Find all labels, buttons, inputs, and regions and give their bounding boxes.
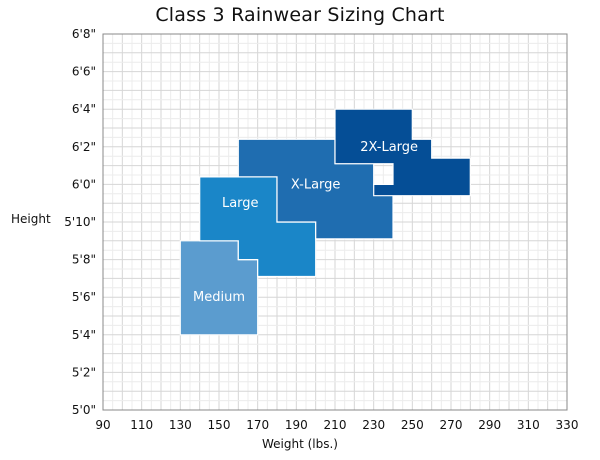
- y-tick-label: 5'6": [72, 290, 96, 304]
- x-tick-label: 250: [401, 418, 424, 432]
- y-tick-label: 6'6": [72, 65, 96, 79]
- size-label-x-large: X-Large: [291, 177, 341, 192]
- x-tick-label: 150: [208, 418, 231, 432]
- chart-title: Class 3 Rainwear Sizing Chart: [155, 4, 445, 26]
- size-label-large: Large: [222, 196, 259, 211]
- axes: 90 110 130 150 170 190 210 230 250 270 290 310 330 5'…: [64, 27, 578, 432]
- size-region-2x-large: [334, 108, 471, 197]
- x-tick-label: 110: [130, 418, 153, 432]
- size-labels: Medium Large X-Large 2X-Large: [193, 140, 418, 305]
- x-axis-label: Weight (lbs.): [261, 437, 338, 451]
- plot-frame: [102, 33, 568, 411]
- y-tick-label: 6'4": [72, 102, 96, 116]
- x-tick-label: 170: [246, 418, 269, 432]
- y-axis-label: Height: [11, 212, 51, 226]
- y-tick-label: 5'0": [72, 403, 96, 417]
- x-tick-label: 270: [440, 418, 463, 432]
- x-tick-label: 210: [324, 418, 347, 432]
- x-tick-label: 290: [478, 418, 501, 432]
- x-tick-label: 330: [556, 418, 579, 432]
- size-regions: [179, 108, 471, 336]
- y-tick-label: 5'2": [72, 365, 96, 379]
- size-label-medium: Medium: [193, 290, 245, 305]
- y-tick-label: 6'2": [72, 140, 96, 154]
- y-tick-label: 5'10": [64, 215, 96, 229]
- x-tick-label: 230: [362, 418, 385, 432]
- x-tick-label: 190: [285, 418, 308, 432]
- y-tick-label: 5'8": [72, 253, 96, 267]
- size-label-2x-large: 2X-Large: [360, 140, 418, 155]
- y-tick-label: 5'4": [72, 328, 96, 342]
- x-tick-label: 90: [95, 418, 110, 432]
- y-tick-label: 6'0": [72, 177, 96, 191]
- y-tick-label: 6'8": [72, 27, 96, 41]
- x-tick-label: 130: [169, 418, 192, 432]
- x-tick-label: 310: [517, 418, 540, 432]
